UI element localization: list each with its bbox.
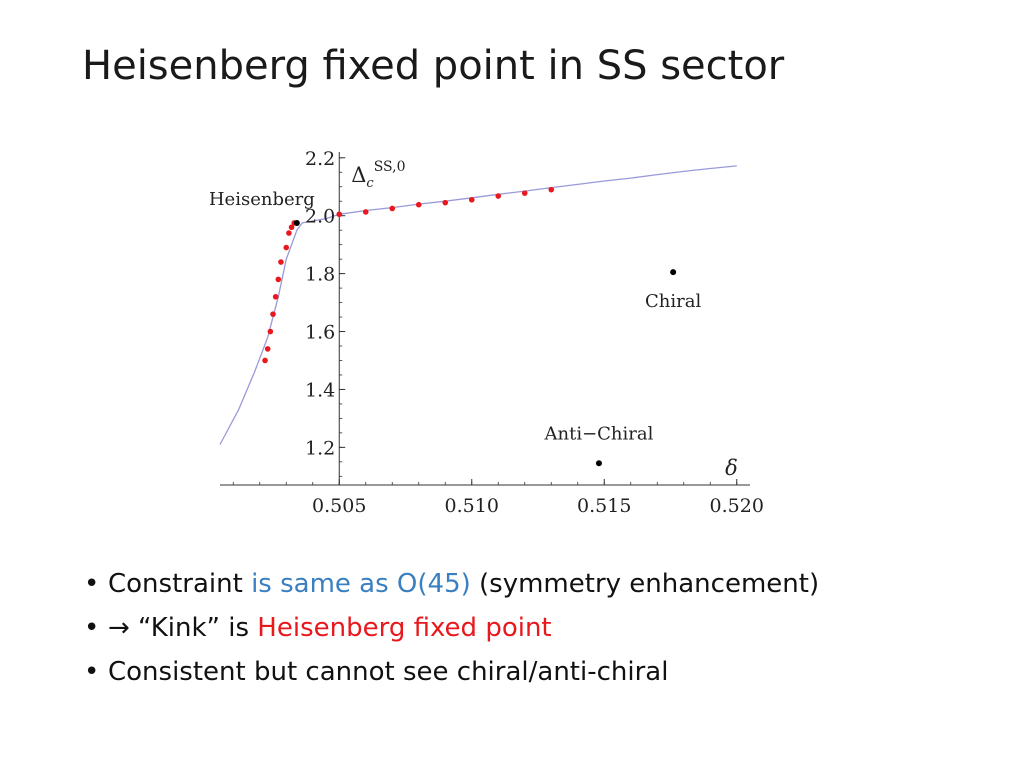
- x-axis-label: δ: [725, 456, 738, 480]
- data-point: [336, 211, 343, 218]
- y-axis-label-main: Δ: [351, 163, 366, 187]
- annotation-label: Chiral: [645, 291, 701, 312]
- x-tick-label: 0.510: [445, 495, 499, 517]
- data-point: [262, 357, 268, 364]
- data-point: [495, 193, 502, 199]
- axes: [220, 152, 750, 486]
- y-axis-label-sub: c: [366, 176, 374, 191]
- bullet-text: Heisenberg fixed point: [257, 613, 552, 643]
- data-point: [442, 199, 449, 206]
- x-tick-label: 0.520: [710, 495, 764, 517]
- data-point: [389, 205, 396, 212]
- y-tick-label: 1.6: [305, 322, 335, 344]
- bullet-item: → “Kink” is Heisenberg fixed point: [84, 606, 819, 650]
- bullet-text: Constraint: [108, 569, 252, 599]
- bullet-text: → “Kink” is: [108, 613, 258, 643]
- bullet-list: Constraint is same as O(45) (symmetry en…: [84, 562, 819, 694]
- x-tick-label: 0.505: [312, 495, 366, 517]
- y-tick-label: 2.2: [305, 148, 335, 170]
- data-point: [267, 328, 274, 335]
- data-point: [468, 196, 475, 203]
- data-point: [362, 209, 369, 215]
- data-point: [270, 311, 276, 317]
- annotation-marker: [293, 219, 300, 226]
- annotation-marker: [670, 269, 677, 276]
- y-axis-label-sup: SS,0: [374, 159, 406, 175]
- data-point: [283, 244, 290, 251]
- data-point: [288, 224, 295, 231]
- bullet-text: is same as O(45): [251, 569, 471, 599]
- y-tick-label: 1.2: [305, 437, 335, 459]
- data-point: [286, 230, 292, 236]
- annotation-label: Anti−Chiral: [544, 423, 654, 444]
- bullet-text: (symmetry enhancement): [470, 569, 820, 599]
- annotations: Heisenberg Chiral Anti−Chiral: [210, 189, 701, 467]
- data-point: [275, 276, 282, 283]
- bullet-item: Constraint is same as O(45) (symmetry en…: [84, 562, 819, 606]
- y-axis-label: ΔcSS,0: [351, 159, 405, 191]
- y-tick-label: 2.0: [305, 206, 335, 228]
- data-point: [548, 186, 555, 193]
- bullet-item: Consistent but cannot see chiral/anti-ch…: [84, 650, 819, 694]
- annotation-marker: [595, 460, 602, 467]
- y-tick-label: 1.4: [305, 379, 335, 401]
- data-points: [262, 186, 555, 364]
- x-tick-label: 0.515: [577, 495, 631, 517]
- bullet-text: Consistent but cannot see chiral/anti-ch…: [108, 657, 669, 687]
- data-point: [272, 293, 279, 300]
- axis-labels: 0.505 0.510 0.515 0.520 1.2 1.4 1.6 1.8 2.0 2.2 Δc…: [305, 148, 764, 517]
- annotation-label: Heisenberg: [210, 189, 315, 210]
- data-point: [278, 259, 284, 265]
- slide-title: Heisenberg fixed point in SS sector: [82, 43, 785, 89]
- data-point: [264, 346, 271, 352]
- data-point: [415, 201, 422, 208]
- y-tick-label: 1.8: [305, 264, 335, 286]
- data-point: [521, 190, 528, 196]
